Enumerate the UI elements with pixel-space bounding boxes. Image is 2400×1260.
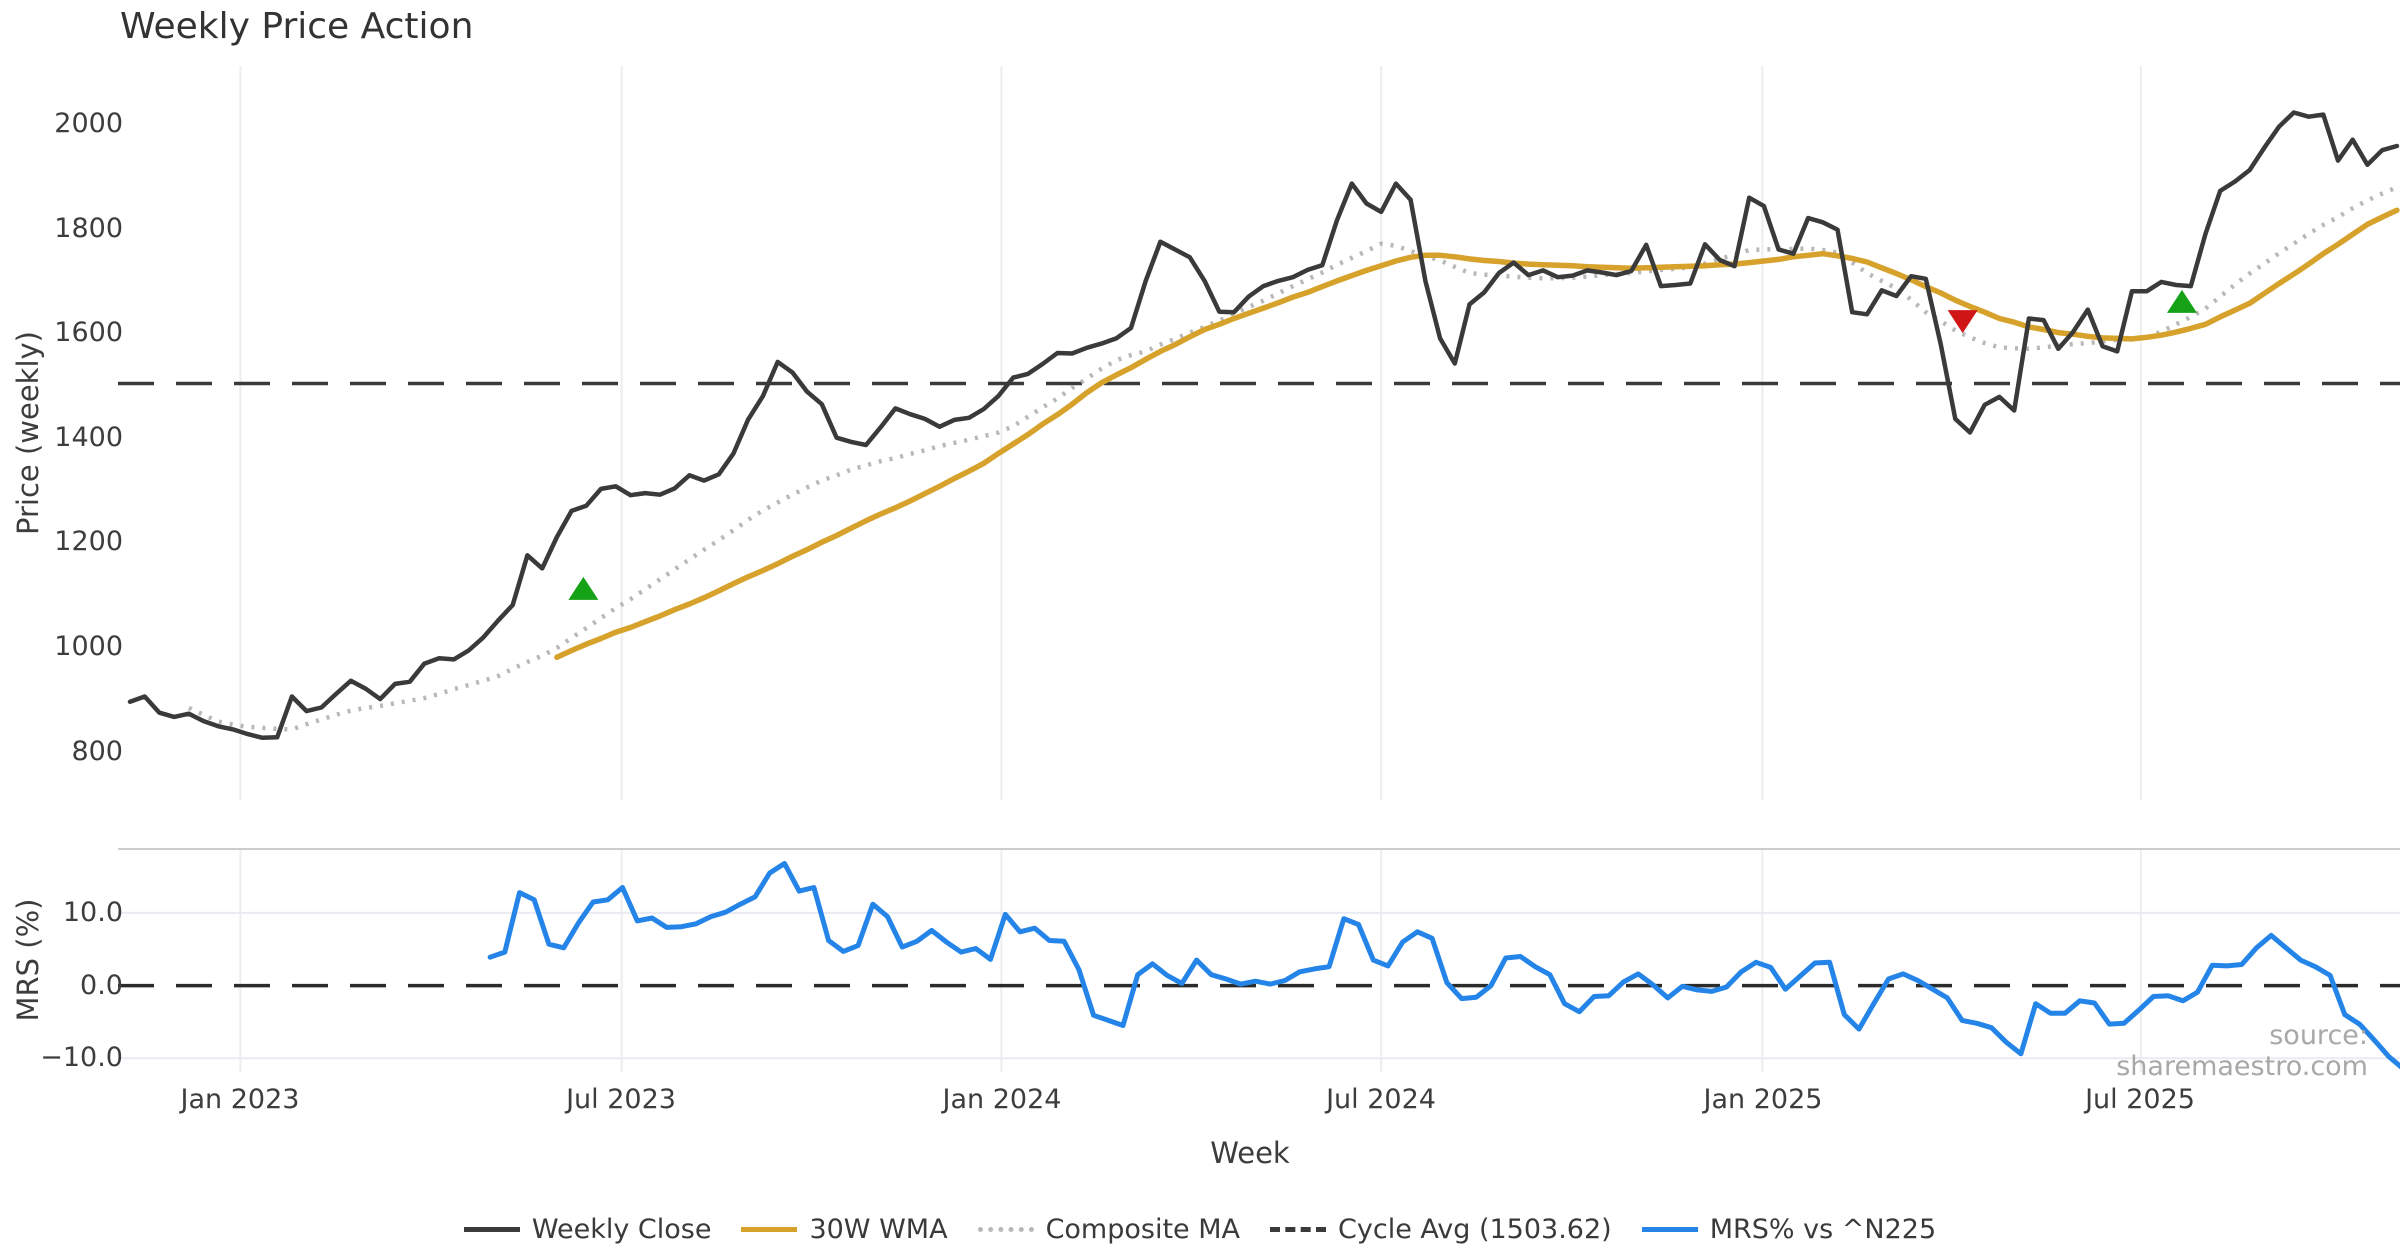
wma-line-icon — [741, 1226, 798, 1232]
xtick-jul-2023: Jul 2023 — [566, 1084, 676, 1115]
legend-item-weekly-close: Weekly Close — [463, 1212, 712, 1246]
price-axis-label: Price (weekly) — [11, 331, 45, 536]
composite-ma-line-icon — [977, 1226, 1034, 1232]
legend-label: MRS% vs ^N225 — [1709, 1213, 1937, 1245]
price-ytick-1200: 1200 — [54, 526, 123, 557]
price-ytick-1600: 1600 — [54, 317, 123, 348]
cycle-avg-line-icon — [1270, 1226, 1327, 1232]
price-ytick-1000: 1000 — [54, 631, 123, 662]
xtick-jan-2025: Jan 2025 — [1703, 1084, 1823, 1115]
triangle-up-marker — [568, 576, 599, 600]
legend-label: Cycle Avg (1503.62) — [1338, 1213, 1612, 1245]
composite-ma-series — [187, 185, 2398, 732]
legend-item-composite-ma: Composite MA — [977, 1212, 1241, 1246]
legend-item-cycle-avg: Cycle Avg (1503.62) — [1270, 1212, 1612, 1246]
legend-label: 30W WMA — [809, 1213, 948, 1245]
legend-item-mrs: MRS% vs ^N225 — [1641, 1212, 1937, 1246]
legend-label: Weekly Close — [531, 1213, 712, 1245]
mrs-ytick-0: 0.0 — [80, 970, 123, 1001]
mrs-ytick-10: 10.0 — [62, 897, 123, 928]
xtick-jan-2024: Jan 2024 — [942, 1084, 1062, 1115]
30w-wma-series — [554, 207, 2400, 661]
triangle-down-marker — [1947, 310, 1978, 334]
mrs-ytick-neg10: −10.0 — [40, 1042, 123, 1073]
mrs-axis-label: MRS (%) — [11, 898, 45, 1022]
week-axis-label: Week — [1210, 1136, 1290, 1170]
price-ytick-1400: 1400 — [54, 422, 123, 453]
xtick-jan-2023: Jan 2023 — [180, 1084, 300, 1115]
xtick-jul-2025: Jul 2025 — [2085, 1084, 2195, 1115]
source-watermark: source: sharemaestro.com — [2116, 1020, 2368, 1082]
weekly-close-series — [127, 110, 2400, 741]
price-ytick-1800: 1800 — [54, 213, 123, 244]
page-title: Weekly Price Action — [120, 6, 474, 47]
legend-label: Composite MA — [1045, 1213, 1241, 1245]
price-ytick-2000: 2000 — [54, 108, 123, 139]
legend: Weekly Close 30W WMA Composite MA Cycle … — [0, 1212, 2400, 1246]
weekly-close-line-icon — [463, 1226, 520, 1232]
xtick-jul-2024: Jul 2024 — [1326, 1084, 1436, 1115]
price-ytick-800: 800 — [71, 736, 123, 767]
mrs-vs-n225-series — [487, 861, 2400, 1070]
legend-item-30w-wma: 30W WMA — [741, 1212, 948, 1246]
mrs-line-icon — [1641, 1226, 1698, 1232]
triangle-up-marker — [2166, 289, 2197, 313]
